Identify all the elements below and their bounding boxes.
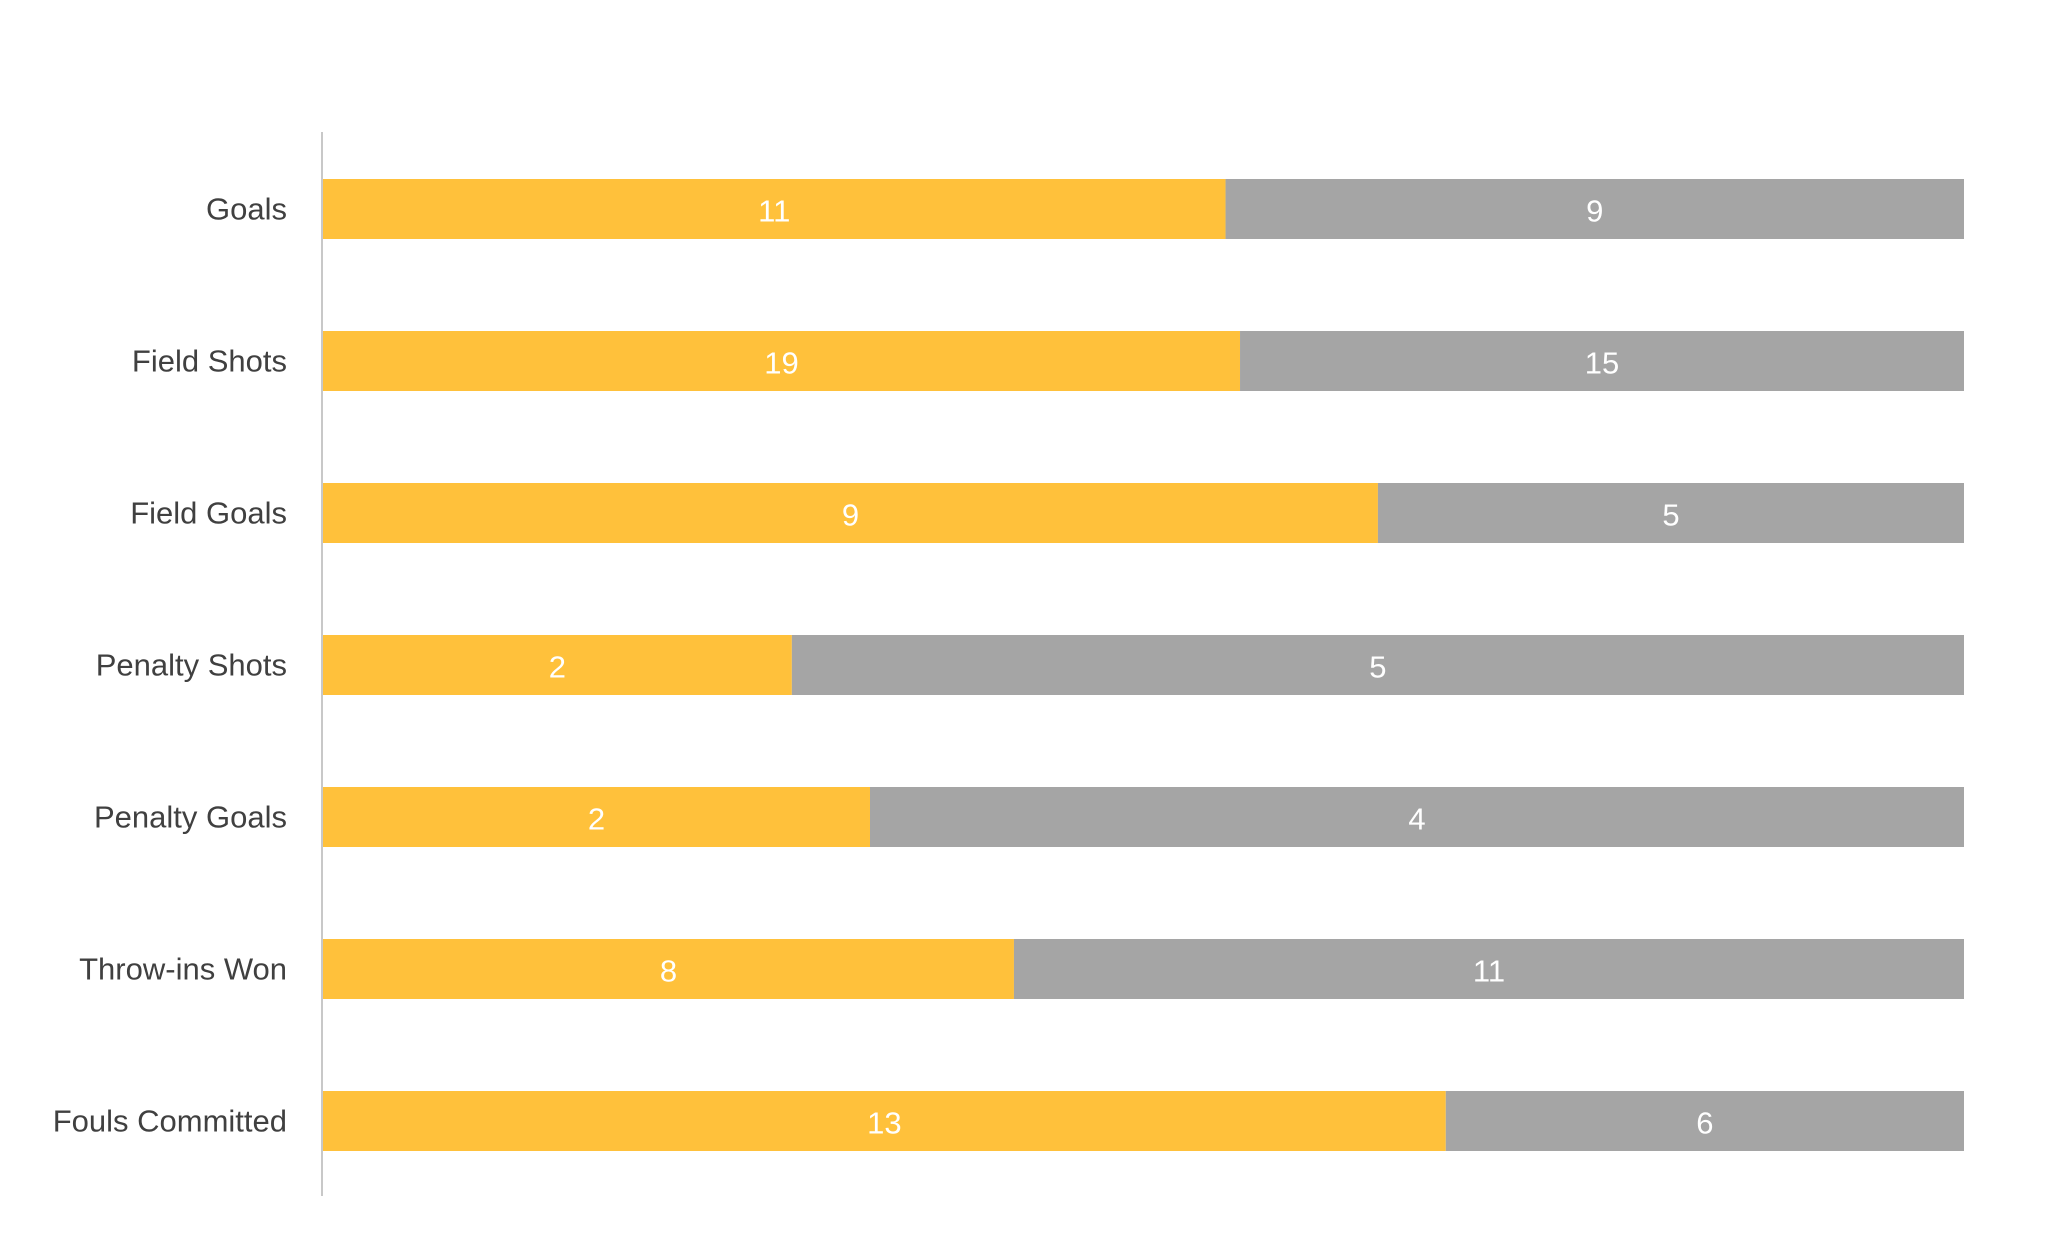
bar-segment [323,483,1378,543]
category-label: Throw-ins Won [79,952,287,987]
bar-segment [323,179,1226,239]
bar-segment [323,635,792,695]
bar-segment [323,331,1241,391]
data-label: 5 [1662,498,1679,533]
bar-segment [323,939,1014,999]
data-label: 19 [764,346,798,381]
category-label: Penalty Shots [96,648,287,683]
data-label: 13 [867,1106,901,1141]
bar-segment [323,787,870,847]
data-label: 5 [1369,650,1386,685]
data-label: 11 [1473,954,1505,989]
data-label: 9 [842,498,859,533]
data-labels: 11 9 19 15 9 5 2 5 2 4 8 11 13 6 [549,194,1714,1141]
category-label: Goals [206,192,287,227]
bar-segment [1240,331,1964,391]
bar-segment [323,1091,1446,1151]
data-label: 2 [549,650,566,685]
category-label: Field Goals [130,496,287,531]
data-label: 11 [758,194,790,229]
category-labels: Goals Field Shots Field Goals Penalty Shots… [53,192,287,1139]
category-label: Fouls Committed [53,1104,287,1139]
data-label: 2 [588,802,605,837]
bar-segment [1377,483,1964,543]
bar-segment [791,635,1964,695]
bars-layer [323,179,1964,1151]
bar-segment [1013,939,1964,999]
category-label: Field Shots [132,344,287,379]
data-label: 9 [1586,194,1603,229]
data-label: 6 [1696,1106,1713,1141]
category-label: Penalty Goals [94,800,287,835]
data-label: 8 [660,954,677,989]
data-label: 15 [1585,346,1619,381]
data-label: 4 [1408,802,1425,837]
bar-segment [1445,1091,1964,1151]
bar-segment [870,787,1964,847]
bar-segment [1225,179,1964,239]
